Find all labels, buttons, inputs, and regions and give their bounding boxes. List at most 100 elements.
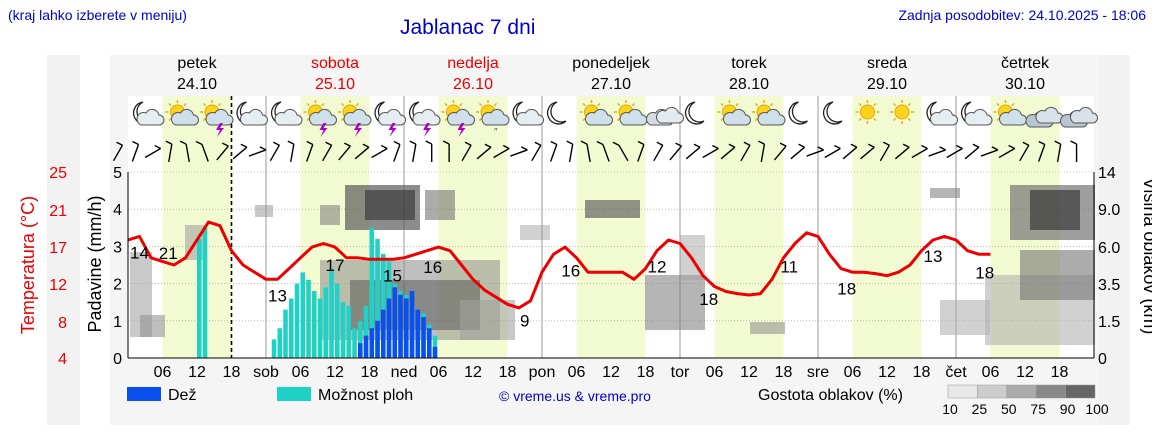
temp-label: 17 bbox=[326, 256, 345, 275]
shower-bar bbox=[271, 339, 277, 358]
wind-feather bbox=[712, 144, 719, 150]
sun-ray bbox=[892, 102, 897, 107]
wind-feather bbox=[779, 142, 787, 147]
moon-icon-20 bbox=[822, 101, 843, 125]
moon-cloud-icon-23 bbox=[926, 101, 958, 126]
cloud-shape bbox=[447, 108, 475, 126]
wind-shaft bbox=[168, 144, 173, 162]
temp-label: 11 bbox=[780, 258, 798, 277]
wind-shaft bbox=[806, 149, 824, 157]
day-date-0: 24.10 bbox=[177, 76, 217, 93]
cloud-height-tick: 14 bbox=[1098, 165, 1116, 182]
hour-tick: 12 bbox=[602, 364, 620, 381]
wind-shaft bbox=[290, 144, 295, 162]
sun-ray bbox=[168, 102, 172, 107]
wind-shaft bbox=[860, 146, 875, 160]
wind-shaft bbox=[586, 144, 591, 162]
temp-label: 18 bbox=[975, 263, 994, 282]
wind-barb bbox=[442, 140, 450, 162]
day-date-2: 26.10 bbox=[453, 76, 493, 93]
chart-title: Jablanac 7 dni bbox=[400, 16, 536, 39]
wind-shaft bbox=[980, 149, 999, 157]
sun-ray bbox=[340, 102, 345, 107]
hour-tick: čet bbox=[945, 364, 967, 381]
moon-cloud-icon-0 bbox=[132, 101, 165, 126]
cloud-shape bbox=[516, 108, 544, 126]
wind-feather bbox=[165, 140, 173, 145]
wind-barb bbox=[322, 141, 333, 162]
wind-shaft bbox=[946, 147, 963, 159]
hour-tick: 18 bbox=[913, 364, 931, 381]
sun-cloud-icon-1 bbox=[165, 100, 199, 126]
sun-ray bbox=[631, 102, 636, 107]
rain-bar bbox=[363, 335, 369, 358]
wind-barb bbox=[371, 144, 388, 159]
day-name-4: torek bbox=[731, 55, 768, 72]
location-hint[interactable]: (kraj lahko izberete v meniju) bbox=[8, 7, 187, 23]
wind-shaft bbox=[1056, 144, 1062, 162]
shower-bar bbox=[335, 283, 340, 358]
wind-barb bbox=[165, 140, 173, 162]
sun-ray bbox=[873, 117, 877, 122]
sun-ray bbox=[735, 102, 739, 107]
wind-feather bbox=[154, 144, 161, 150]
wind-barb bbox=[287, 140, 295, 162]
wind-feather bbox=[273, 141, 280, 146]
cloudy-icon-15 bbox=[646, 106, 684, 126]
cloud-axis-label: Višina oblakov (km) bbox=[1140, 178, 1152, 335]
hour-tick: 18 bbox=[775, 364, 793, 381]
wind-feather bbox=[393, 140, 401, 146]
wind-shaft bbox=[322, 144, 333, 162]
wind-feather bbox=[425, 140, 433, 145]
wind-feather bbox=[1022, 141, 1030, 146]
density-step-label: 50 bbox=[1001, 401, 1017, 417]
day-date-5: 29.10 bbox=[867, 76, 907, 93]
wind-barb bbox=[946, 144, 963, 159]
sun-ray bbox=[720, 117, 724, 122]
hour-tick: 12 bbox=[1016, 364, 1034, 381]
wind-shaft bbox=[185, 144, 190, 162]
wind-shaft bbox=[549, 144, 558, 162]
wind-shaft bbox=[144, 147, 162, 159]
wind-shaft bbox=[1037, 144, 1046, 162]
temp-label: 21 bbox=[159, 244, 178, 263]
wind-barb bbox=[425, 140, 433, 162]
wind-feather bbox=[991, 146, 999, 151]
cloud-height-tick: 6.0 bbox=[1098, 240, 1120, 257]
wind-barb bbox=[842, 143, 858, 160]
cloud-shape bbox=[136, 108, 165, 126]
hour-tick: 06 bbox=[292, 364, 310, 381]
rain-bar bbox=[398, 294, 403, 358]
wind-barb bbox=[393, 140, 401, 162]
sun-ray bbox=[996, 117, 1000, 122]
density-step-label: 25 bbox=[972, 401, 988, 417]
density-step-label: 100 bbox=[1085, 401, 1109, 417]
wind-feather bbox=[883, 141, 890, 146]
last-updated: Zadnja posodobitev: 24.10.2025 - 18:06 bbox=[898, 7, 1146, 23]
sun-ray bbox=[907, 102, 912, 107]
wind-feather bbox=[850, 143, 858, 148]
cloud-shape bbox=[309, 108, 337, 126]
hour-tick: 12 bbox=[740, 364, 758, 381]
shower-bar bbox=[277, 328, 283, 358]
wind-feather bbox=[798, 143, 805, 148]
hour-tick: 18 bbox=[223, 364, 241, 381]
wind-shaft bbox=[773, 145, 787, 161]
sun-ray bbox=[582, 117, 586, 122]
precip-tick: 5 bbox=[113, 165, 122, 182]
credit-link[interactable]: © vreme.us & vreme.pro bbox=[499, 388, 651, 404]
sun-ray bbox=[202, 102, 207, 107]
wind-barb bbox=[179, 140, 190, 162]
sun-disc bbox=[860, 104, 875, 120]
rain-bar bbox=[404, 298, 409, 358]
moon-icon-12 bbox=[546, 101, 567, 125]
wind-feather bbox=[637, 140, 645, 146]
cloud-height-tick: 0 bbox=[1098, 351, 1107, 368]
cloud-height-tick: 9.0 bbox=[1098, 202, 1120, 219]
sun-ray bbox=[907, 117, 912, 122]
wind-barb bbox=[998, 144, 1016, 159]
wind-barb bbox=[790, 143, 806, 160]
moon-cloud-icon-3 bbox=[236, 101, 268, 126]
wind-feather bbox=[344, 142, 351, 147]
shower-bar bbox=[363, 305, 369, 358]
